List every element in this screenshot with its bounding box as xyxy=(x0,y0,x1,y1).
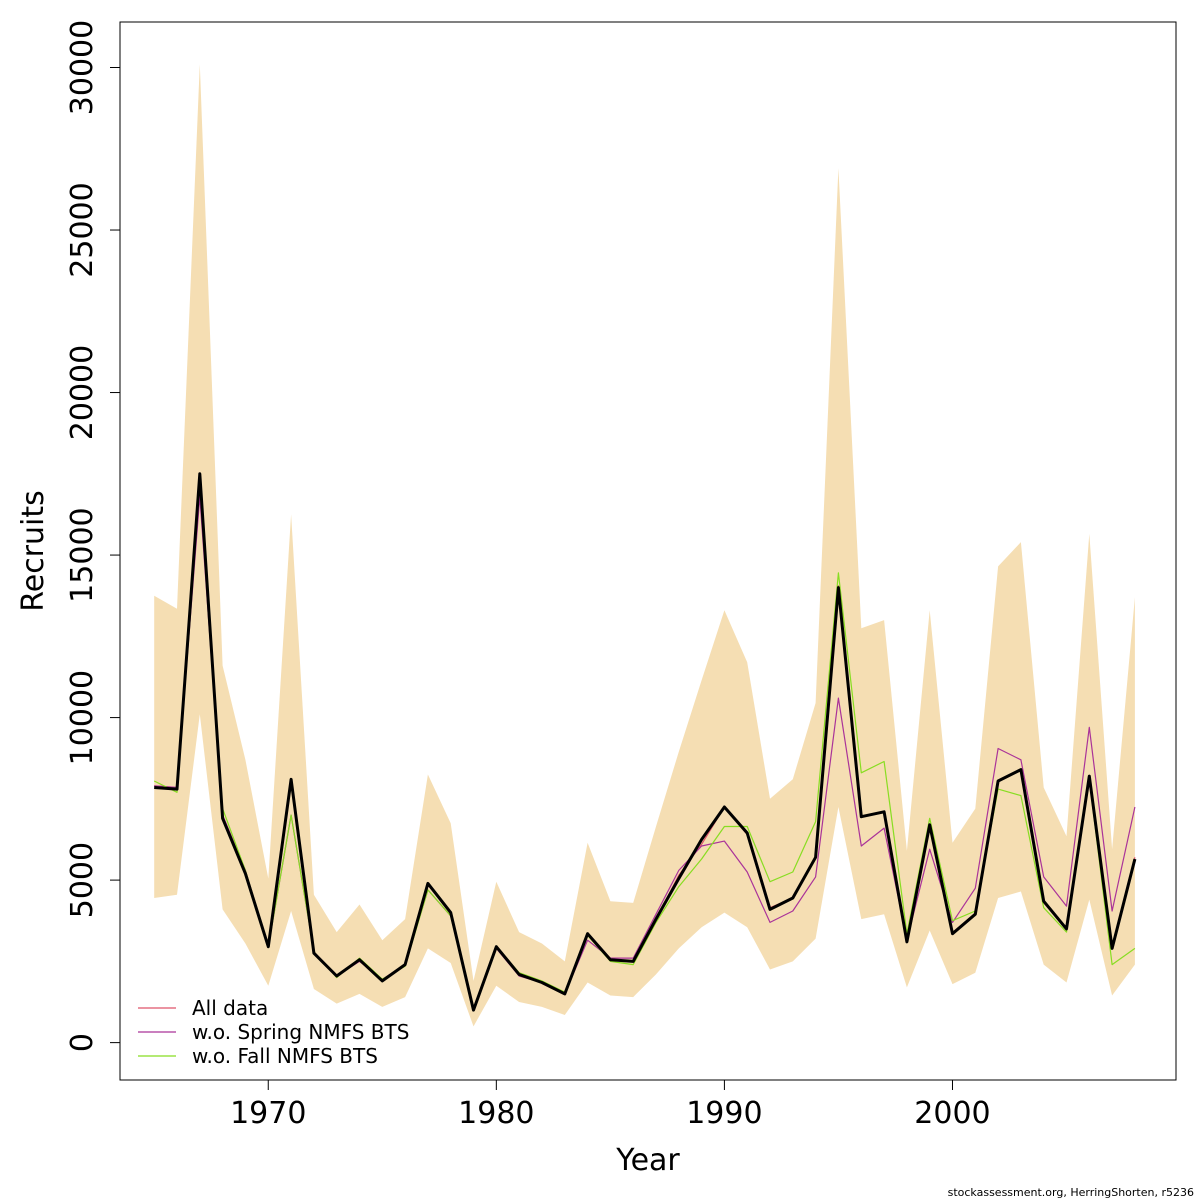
plot-area xyxy=(153,64,1137,1027)
x-axis-title: Year xyxy=(615,1143,680,1178)
axes: 1970 1980 1990 2000050001000015000200002500… xyxy=(65,20,991,1131)
y-tick-label-10000: 10000 xyxy=(65,670,100,765)
y-tick-label-15000: 15000 xyxy=(65,507,100,602)
x-tick-label-2000: 2000 xyxy=(914,1096,990,1131)
confidence-band xyxy=(154,64,1135,1027)
legend-label-2: w.o. Fall NMFS BTS xyxy=(192,1044,378,1068)
plot-frame xyxy=(119,21,1177,1081)
legend-label-1: w.o. Spring NMFS BTS xyxy=(192,1020,409,1044)
y-tick-label-30000: 30000 xyxy=(65,20,100,115)
y-tick-label-5000: 5000 xyxy=(65,842,100,918)
credit-text: stockassessment.org, HerringShorten, r52… xyxy=(948,1186,1194,1199)
y-axis-title: Recruits xyxy=(16,490,51,612)
y-tick-label-20000: 20000 xyxy=(65,345,100,440)
x-tick-label-1970: 1970 xyxy=(230,1096,306,1131)
legend-label-0: All data xyxy=(192,996,268,1020)
x-tick-label-1980: 1980 xyxy=(458,1096,534,1131)
y-tick-label-25000: 25000 xyxy=(65,182,100,277)
y-tick-label-0: 0 xyxy=(65,1033,100,1052)
series-line-3 xyxy=(154,472,1137,1012)
x-tick-label-1990: 1990 xyxy=(686,1096,762,1131)
